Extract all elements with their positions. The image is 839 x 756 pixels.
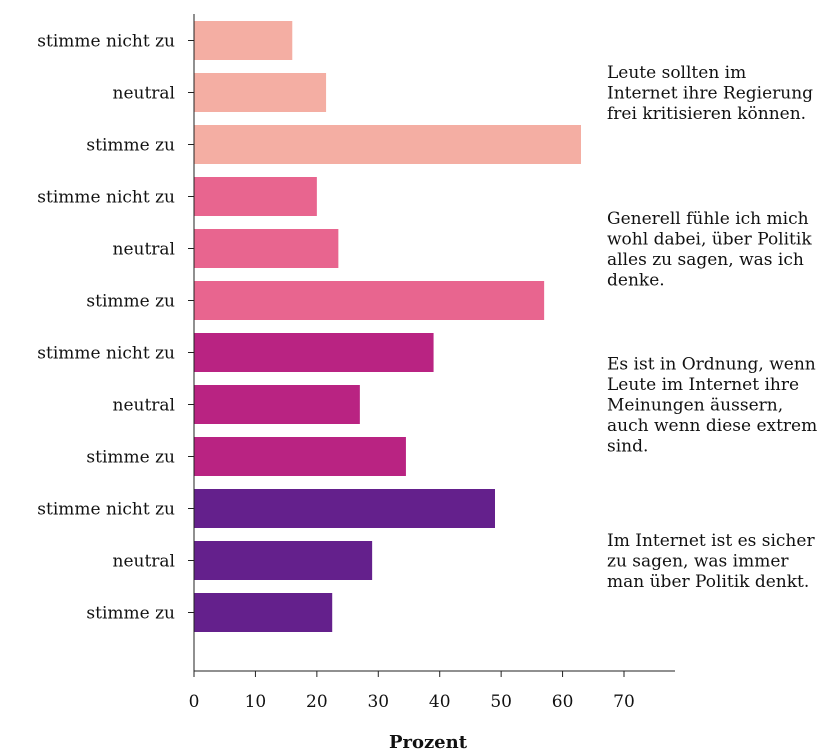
category-label: stimme zu: [86, 448, 175, 468]
bar-2-stimme-nicht-zu: [194, 177, 317, 216]
x-tick-label: 10: [245, 692, 267, 712]
group-description-line: auch wenn diese extrem: [607, 416, 817, 436]
bar-4-neutral: [194, 541, 373, 580]
x-axis-title: Prozent: [389, 732, 468, 751]
category-label: stimme zu: [86, 292, 175, 312]
bar-2-stimme-zu: [194, 281, 545, 320]
group-description-line: frei kritisieren können.: [607, 104, 806, 124]
group-description-line: zu sagen, was immer: [607, 552, 789, 572]
group-description-line: Generell fühle ich mich: [607, 209, 809, 229]
category-label: neutral: [113, 84, 176, 104]
x-tick-label: 40: [429, 692, 451, 712]
x-tick-label: 70: [613, 692, 635, 712]
bar-3-stimme-nicht-zu: [194, 333, 434, 372]
category-label: stimme zu: [86, 604, 175, 624]
x-tick-label: 0: [189, 692, 200, 712]
group-description-line: Meinungen äussern,: [607, 396, 783, 416]
category-label: stimme nicht zu: [37, 188, 175, 208]
group-description-line: Internet ihre Regierung: [607, 84, 813, 104]
group-description-3: Es ist in Ordnung, wenn Leute im Internet…: [607, 355, 817, 457]
group-description-line: Es ist in Ordnung, wenn: [607, 355, 816, 375]
category-label: neutral: [113, 552, 176, 572]
group-description-2: Generell fühle ich mich wohl dabei, über …: [607, 209, 812, 291]
group-description-line: denke.: [607, 270, 665, 290]
x-tick-label: 50: [490, 692, 512, 712]
bar-4-stimme-nicht-zu: [194, 489, 495, 528]
group-description-line: sind.: [607, 437, 648, 457]
bar-3-neutral: [194, 385, 360, 424]
category-label: stimme nicht zu: [37, 500, 175, 520]
group-description-line: alles zu sagen, was ich: [607, 250, 804, 270]
category-label: neutral: [113, 240, 176, 260]
bar-4-stimme-zu: [194, 593, 333, 632]
group-description-line: wohl dabei, über Politik: [607, 229, 812, 249]
bar-1-neutral: [194, 73, 327, 112]
bars-layer: [194, 21, 581, 632]
group-description-line: Leute im Internet ihre: [607, 375, 799, 395]
group-description-4: Im Internet ist es sicher zu sagen, was i…: [607, 531, 815, 592]
category-label: stimme nicht zu: [37, 32, 175, 52]
axes-layer: [188, 14, 675, 677]
bar-1-stimme-nicht-zu: [194, 21, 293, 60]
x-tick-label: 60: [552, 692, 574, 712]
labels-layer: stimme nicht zu neutral stimme zu Leute sol…: [37, 32, 817, 713]
bar-3-stimme-zu: [194, 437, 406, 476]
category-label: stimme zu: [86, 136, 175, 156]
bar-1-stimme-zu: [194, 125, 581, 164]
x-tick-label: 30: [367, 692, 389, 712]
group-description-1: Leute sollten im Internet ihre Regierung f…: [607, 63, 813, 124]
category-label: neutral: [113, 396, 176, 416]
group-description-line: Im Internet ist es sicher: [607, 531, 815, 551]
x-tick-label: 20: [306, 692, 328, 712]
bar-2-neutral: [194, 229, 339, 268]
group-description-line: Leute sollten im: [607, 63, 746, 83]
group-description-line: man über Politik denkt.: [607, 572, 809, 592]
category-label: stimme nicht zu: [37, 344, 175, 364]
